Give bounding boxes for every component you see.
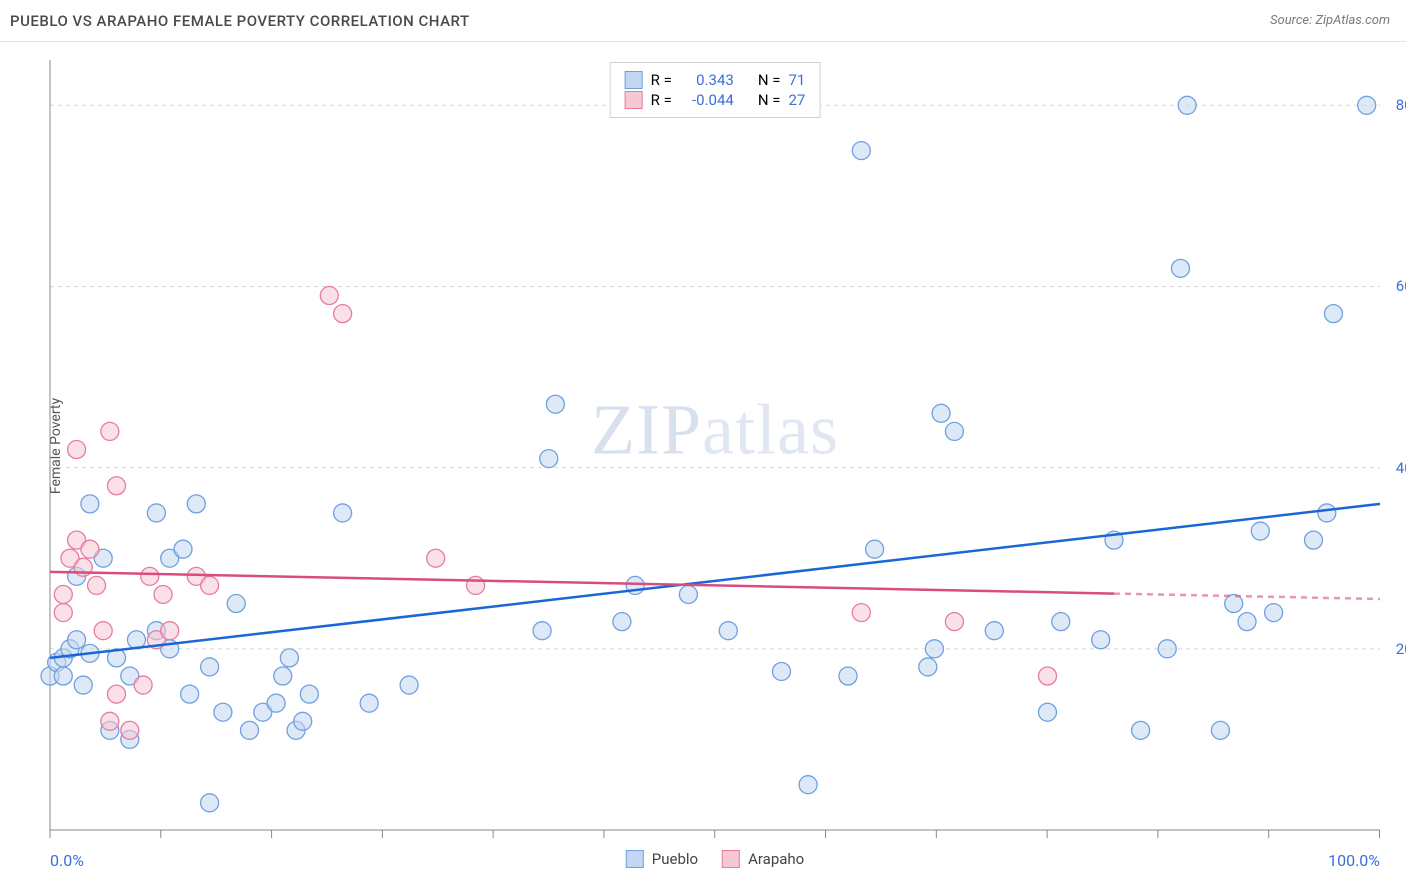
n-value-pueblo: 71	[788, 71, 805, 89]
legend-row-pueblo: R = 0.343 N = 71	[625, 71, 806, 89]
r-label: R =	[651, 71, 672, 89]
y-tick-label: 20.0%	[1396, 640, 1406, 658]
y-tick-label: 60.0%	[1396, 277, 1406, 295]
chart-title: PUEBLO VS ARAPAHO FEMALE POVERTY CORRELA…	[10, 12, 470, 30]
legend-item-pueblo: Pueblo	[626, 850, 698, 868]
swatch-pueblo-icon	[626, 850, 644, 868]
legend-item-arapaho: Arapaho	[722, 850, 804, 868]
legend-label-arapaho: Arapaho	[748, 850, 804, 868]
y-tick-label: 80.0%	[1396, 96, 1406, 114]
series-legend: Pueblo Arapaho	[626, 850, 804, 868]
n-value-arapaho: 27	[788, 91, 805, 109]
n-label: N =	[758, 71, 781, 89]
swatch-arapaho	[625, 91, 643, 109]
y-tick-label: 40.0%	[1396, 459, 1406, 477]
x-axis-min-label: 0.0%	[50, 851, 84, 870]
r-value-pueblo: 0.343	[680, 71, 734, 89]
scatter-chart	[50, 60, 1380, 830]
r-label: R =	[651, 91, 672, 109]
swatch-pueblo	[625, 71, 643, 89]
correlation-legend: R = 0.343 N = 71 R = -0.044 N = 27	[610, 62, 821, 118]
n-label: N =	[758, 91, 781, 109]
source-value: ZipAtlas.com	[1315, 13, 1390, 28]
swatch-arapaho-icon	[722, 850, 740, 868]
legend-row-arapaho: R = -0.044 N = 27	[625, 91, 806, 109]
legend-label-pueblo: Pueblo	[652, 850, 698, 868]
source-attribution: Source: ZipAtlas.com	[1270, 13, 1390, 28]
header-bar: PUEBLO VS ARAPAHO FEMALE POVERTY CORRELA…	[0, 0, 1406, 42]
plot-area: ZIPatlas R = 0.343 N = 71 R = -0.044 N =…	[50, 60, 1380, 830]
x-axis-max-label: 100.0%	[1328, 851, 1380, 870]
chart-container: PUEBLO VS ARAPAHO FEMALE POVERTY CORRELA…	[0, 0, 1406, 892]
r-value-arapaho: -0.044	[680, 91, 734, 109]
source-label: Source:	[1270, 13, 1315, 28]
